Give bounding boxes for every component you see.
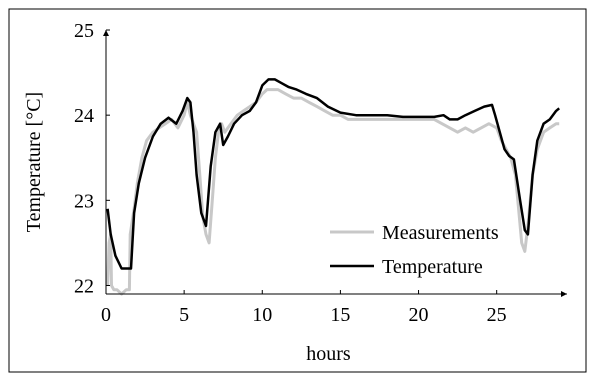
y-tick-label: 23: [74, 190, 94, 212]
y-tick-label: 25: [74, 20, 94, 42]
x-tick-label: 25: [487, 304, 507, 326]
x-axis-arrow-icon: [561, 291, 567, 297]
legend: Measurements Temperature: [330, 222, 499, 278]
figure-border: [8, 8, 587, 373]
legend-label-measurements: Measurements: [382, 222, 499, 244]
axes-layer: 0 5 10 15 20 25 22 23 24 25 hours Temperature [°C]: [23, 20, 567, 365]
x-tick-label: 0: [101, 304, 111, 326]
y-tick-label: 22: [74, 275, 94, 297]
series-line-measurements: [106, 88, 560, 296]
x-tick-label: 15: [330, 304, 350, 326]
y-tick-label: 24: [74, 105, 94, 127]
x-tick-label: 10: [252, 304, 272, 326]
x-axis-title: hours: [306, 343, 351, 365]
y-axis-arrow-icon: [103, 30, 109, 36]
y-axis-title: Temperature [°C]: [23, 92, 45, 232]
data-layer: [106, 78, 561, 296]
legend-label-temperature: Temperature: [382, 256, 483, 278]
x-tick-label: 20: [409, 304, 429, 326]
series-line-temperature: [106, 78, 561, 270]
x-tick-label: 5: [179, 304, 189, 326]
